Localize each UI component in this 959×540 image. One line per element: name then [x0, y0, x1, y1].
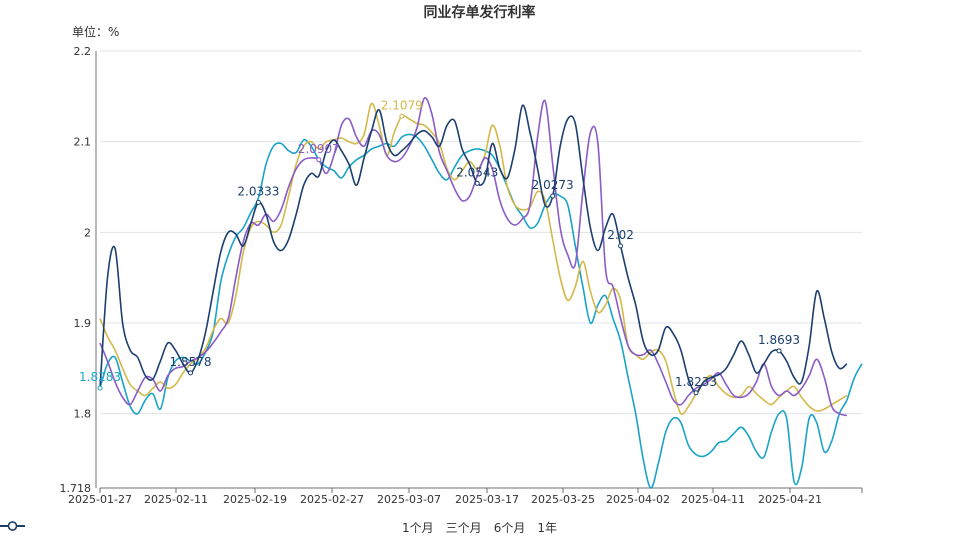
data-point-marker[interactable]	[474, 180, 480, 186]
data-label: 2.02	[607, 228, 634, 242]
legend-label: 1年	[537, 521, 557, 535]
data-point-marker[interactable]	[97, 385, 103, 391]
data-point-marker[interactable]	[618, 243, 624, 249]
y-tick-label: 2	[84, 226, 91, 239]
data-point-marker[interactable]	[188, 370, 194, 376]
data-label: 1.8693	[758, 333, 800, 347]
series-line-2[interactable]	[99, 96, 848, 417]
x-tick-label: 2025-02-19	[223, 493, 287, 506]
legend: 1个月 三个月 6个月 1年	[0, 519, 959, 536]
data-point-marker[interactable]	[399, 113, 405, 119]
data-label: 1.8283	[79, 370, 121, 384]
data-label: 2.0543	[456, 165, 498, 179]
legend-label: 1个月	[402, 521, 434, 535]
data-label: 1.8233	[675, 375, 717, 389]
legend-label: 三个月	[445, 521, 482, 535]
x-tick-label: 2025-03-17	[455, 493, 519, 506]
y-tick-label: 1.718	[60, 482, 92, 495]
y-tick-label: 1.8	[74, 408, 92, 421]
series-line-3[interactable]	[99, 104, 848, 394]
data-label: 2.0333	[237, 184, 279, 198]
legend-label: 6个月	[493, 521, 526, 535]
data-label: 1.8578	[170, 355, 212, 369]
legend-item[interactable]: 1年	[0, 519, 557, 536]
legend-item[interactable]: 6个月	[0, 519, 526, 536]
data-point-marker[interactable]	[255, 199, 261, 205]
legend-item[interactable]: 1个月	[0, 519, 434, 536]
y-tick-label: 1.9	[74, 317, 92, 330]
x-tick-label: 2025-02-27	[300, 493, 364, 506]
x-tick-label: 2025-01-27	[68, 493, 132, 506]
unit-label: 单位：%	[72, 25, 120, 39]
x-tick-label: 2025-04-21	[758, 493, 822, 506]
y-tick-label: 2.2	[74, 45, 92, 58]
legend-item[interactable]: 三个月	[0, 519, 482, 536]
data-label: 2.0907	[298, 142, 340, 156]
data-point-marker[interactable]	[316, 157, 322, 163]
x-tick-label: 2025-03-07	[377, 493, 441, 506]
data-label: 2.1079	[381, 98, 423, 112]
x-tick-label: 2025-02-11	[144, 493, 208, 506]
series-lines	[99, 96, 863, 489]
chart-title: 同业存单发行利率	[423, 5, 536, 21]
grid-lines	[100, 50, 862, 415]
series-line-1[interactable]	[99, 102, 848, 416]
x-tick-label: 2025-04-02	[606, 493, 670, 506]
data-label: 2.0273	[532, 178, 574, 192]
data-point-marker[interactable]	[693, 390, 699, 396]
data-point-marker[interactable]	[776, 348, 782, 354]
legend-line-icon	[0, 521, 25, 531]
x-tick-label: 2025-04-11	[681, 493, 745, 506]
y-tick-label: 2.1	[74, 136, 92, 149]
annotations: 1.8283 1.8578 2.0333 2.0907 2.1079 2.0543 2.02…	[79, 98, 800, 396]
x-tick-label: 2025-03-25	[531, 493, 595, 506]
data-point-marker[interactable]	[550, 193, 556, 199]
series-line-0[interactable]	[99, 133, 863, 489]
